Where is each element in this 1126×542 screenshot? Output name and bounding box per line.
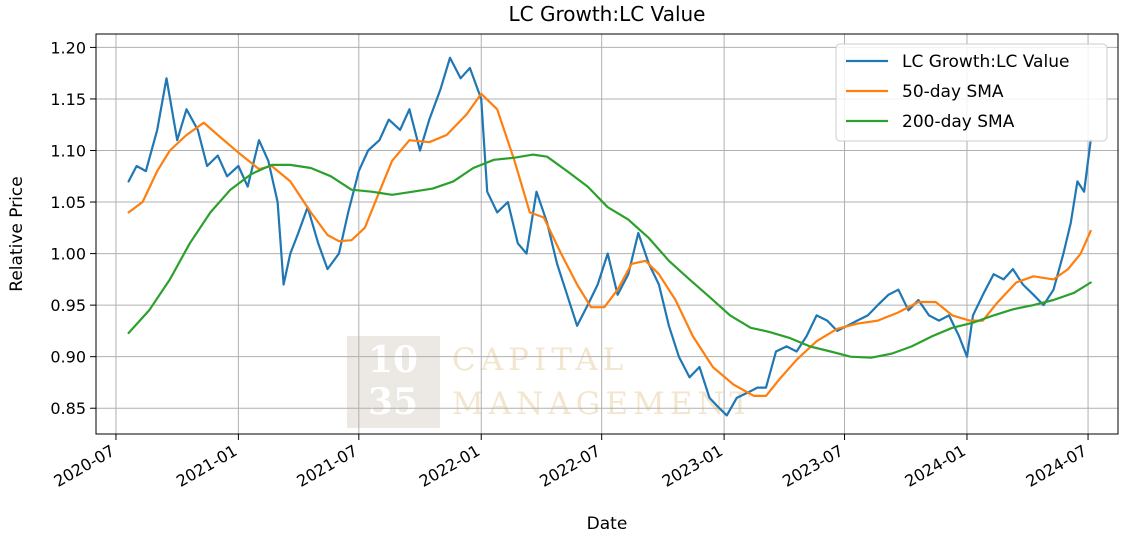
watermark-number-bottom: 35 [368, 381, 418, 423]
watermark-line1: CAPITAL [452, 342, 628, 378]
x-axis-title: Date [587, 514, 628, 534]
y-tick-label: 1.10 [50, 141, 86, 160]
y-axis-title: Relative Price [7, 176, 27, 291]
y-axis: 0.85 0.90 0.95 1.00 1.05 1.10 1.15 1.20 [50, 38, 96, 418]
y-tick-label: 1.15 [50, 90, 86, 109]
y-tick-label: 1.05 [50, 193, 86, 212]
y-tick-label: 0.85 [50, 399, 86, 418]
legend-label-2: 50-day SMA [902, 82, 1004, 102]
y-tick-label: 1.20 [50, 38, 86, 57]
y-tick-label: 0.95 [50, 296, 86, 315]
legend-label-3: 200-day SMA [902, 112, 1015, 132]
watermark-logo-box [347, 336, 440, 428]
series-line-2 [127, 92, 1092, 397]
series-line-1 [127, 56, 1092, 417]
series-line-3 [127, 153, 1092, 359]
plot-frame [95, 33, 1119, 435]
series-layer [127, 56, 1092, 417]
legend-box [835, 43, 1108, 142]
watermark-number-top: 10 [368, 339, 418, 381]
y-tick-label: 0.90 [50, 348, 86, 367]
y-tick-label: 1.00 [50, 245, 86, 264]
chart-title: LC Growth:LC Value [509, 2, 706, 26]
legend: LC Growth:LC Value 50-day SMA 200-day SMA [835, 43, 1108, 142]
watermark: 10 35 CAPITAL MANAGEMENT [347, 336, 755, 428]
legend-label-1: LC Growth:LC Value [902, 52, 1069, 72]
watermark-line2: MANAGEMENT [452, 386, 755, 422]
